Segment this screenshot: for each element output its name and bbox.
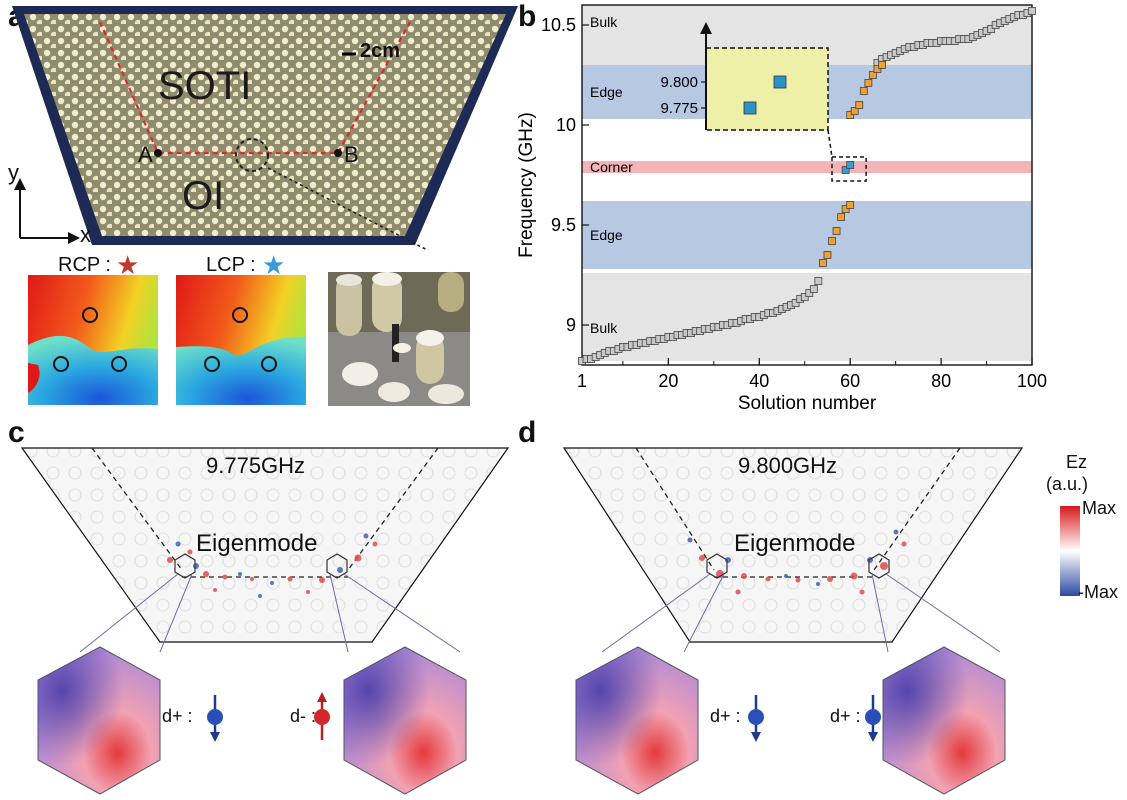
lcp-phase-map — [176, 275, 306, 405]
band-bulk — [582, 273, 1032, 361]
data-point — [846, 111, 855, 119]
y-axis-label: Frequency (GHz) — [516, 112, 537, 258]
eigenmode-label-d: Eigenmode — [734, 530, 856, 557]
x-tick-label: 20 — [658, 371, 678, 391]
inset-tick-label: 9.800 — [660, 74, 698, 91]
data-point — [809, 285, 818, 293]
spin-label-d-left: d+ : — [710, 706, 741, 726]
spin-label-d-right: d+ : — [830, 706, 861, 726]
colorbar-unit: (a.u.) — [1046, 474, 1089, 494]
corner-zoom-box — [831, 156, 867, 182]
lcp-label: LCP : — [206, 254, 256, 276]
colorbar-max: Max — [1082, 498, 1117, 518]
data-point — [878, 61, 886, 69]
inset-point — [773, 75, 787, 89]
axis-y-label: y — [8, 160, 19, 185]
inset-arrowhead — [700, 22, 712, 34]
y-arrowhead — [14, 178, 26, 190]
panel-label-d: d — [518, 416, 537, 449]
data-point — [869, 71, 877, 79]
zoom-circle — [235, 138, 269, 172]
band-edge — [582, 201, 1032, 269]
colorbar-min: -Max — [1078, 582, 1118, 602]
x-tick-label: 60 — [840, 371, 860, 391]
rcp-star-icon: ★ — [116, 250, 140, 280]
panel-label-c: c — [8, 416, 25, 449]
inset-tick-label: 9.775 — [660, 100, 698, 117]
domain-boundary — [98, 21, 411, 155]
x-tick-label: 1 — [577, 371, 587, 391]
data-point — [828, 237, 836, 245]
data-point — [850, 107, 859, 115]
zoom-line — [267, 167, 430, 250]
colorbar — [1060, 506, 1080, 596]
lcp-star-icon: ★ — [262, 250, 286, 280]
rcp-label: RCP : — [58, 254, 111, 276]
data-point — [823, 251, 832, 259]
data-point — [814, 277, 823, 285]
rcp-phase-map — [28, 275, 158, 405]
data-point — [791, 299, 800, 307]
y-tick-label: 9.5 — [551, 215, 576, 235]
axis-x-label: x — [80, 222, 91, 247]
x-tick-label: 80 — [931, 371, 951, 391]
eigenmode-d-figure — [562, 447, 1024, 795]
data-point — [846, 201, 855, 209]
inset-point — [743, 101, 757, 115]
data-point — [859, 87, 868, 95]
band-label-bulk: Bulk — [590, 14, 618, 30]
scale-bar-label: 2cm — [360, 40, 401, 62]
point-b-marker — [334, 149, 342, 157]
y-tick-label: 9 — [566, 315, 576, 335]
region-oi-label: OI — [182, 174, 225, 218]
band-label-edge: Edge — [590, 84, 623, 100]
inset-link — [827, 129, 833, 158]
point-a-label: A — [138, 142, 153, 167]
zoom-photo — [328, 272, 470, 406]
y-tick-label: 10 — [556, 115, 576, 135]
data-point — [837, 213, 845, 221]
band-label-corner: Corner — [590, 159, 633, 175]
data-point — [873, 65, 882, 73]
data-point — [805, 289, 814, 297]
x-axis-label: Solution number — [738, 393, 877, 414]
x-tick-label: 100 — [1017, 371, 1047, 391]
freq-label-c: 9.775GHz — [206, 453, 306, 478]
x-tick-label: 40 — [749, 371, 769, 391]
spin-label-c-right: d- : — [290, 706, 317, 726]
band-corner — [582, 161, 1032, 173]
colorbar-title: Ez — [1066, 452, 1088, 472]
data-point — [987, 25, 995, 33]
band-label-edge: Edge — [590, 227, 623, 243]
spin-label-c-left: d+ : — [162, 706, 193, 726]
band-label-bulk: Bulk — [590, 320, 618, 336]
data-point — [855, 101, 864, 109]
frequency-chart: Bulk Edge Corner Edge Bulk 1 20 40 60 80 100 9 9.5 1… — [516, 4, 1047, 414]
plot-frame — [581, 4, 1033, 366]
inset-panel — [705, 47, 829, 131]
eigenmode-label-c: Eigenmode — [196, 530, 318, 557]
data-point — [832, 227, 841, 235]
panel-label-b: b — [518, 0, 537, 33]
sample-photo — [12, 6, 518, 250]
freq-label-d: 9.800GHz — [738, 453, 838, 478]
point-b-label: B — [344, 142, 359, 167]
x-arrowhead — [68, 232, 80, 244]
eigenmode-c-figure — [20, 447, 510, 795]
point-a-marker — [154, 149, 162, 157]
data-point — [864, 79, 873, 87]
data-point — [846, 161, 855, 169]
data-point — [800, 293, 809, 301]
region-soti-label: SOTI — [158, 64, 252, 108]
pin-array — [24, 14, 506, 236]
data-point — [1028, 7, 1036, 15]
data-point — [841, 205, 850, 213]
data-point — [841, 166, 850, 174]
y-tick-label: 10.5 — [541, 15, 576, 35]
data-point — [819, 259, 827, 267]
